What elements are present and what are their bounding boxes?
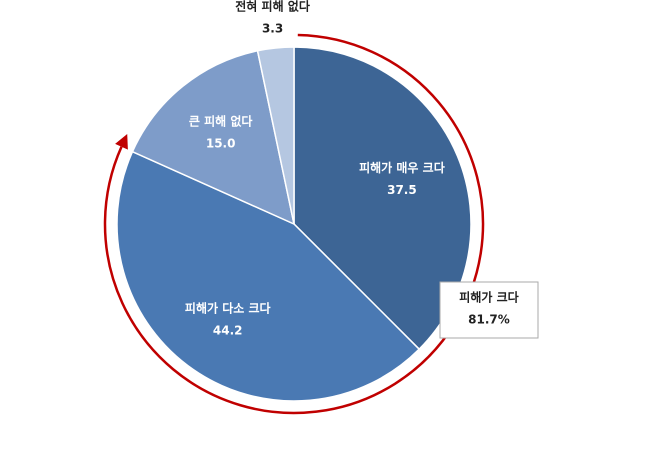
annotation-arrowhead [115,133,128,150]
annotation-box [439,281,539,339]
annotation-arc [103,33,485,415]
annotation-value: 81.7% [468,313,510,327]
slice-value: 37.5 [387,183,417,197]
pie-slice [116,150,421,402]
slice-label: 큰 피해 없다 [189,114,253,129]
slice-label: 피해가 매우 크다 [359,160,445,175]
slice-value: 44.2 [213,324,243,338]
labels: 피해가 매우 크다 37.5 피해가 다소 크다 44.2 큰 피해 없다 15.0 전혀 … [185,0,539,339]
slice-label: 피해가 다소 크다 [185,301,271,316]
slice-value: 15.0 [206,137,236,151]
pie [116,46,472,402]
annotation-text: 피해가 크다 [459,290,518,305]
slice-value: 3.3 [262,22,283,36]
pie-slice [131,49,296,226]
annotation-layer [103,33,485,415]
pie-slice [256,46,295,225]
slice-label: 전혀 피해 없다 [235,0,310,14]
